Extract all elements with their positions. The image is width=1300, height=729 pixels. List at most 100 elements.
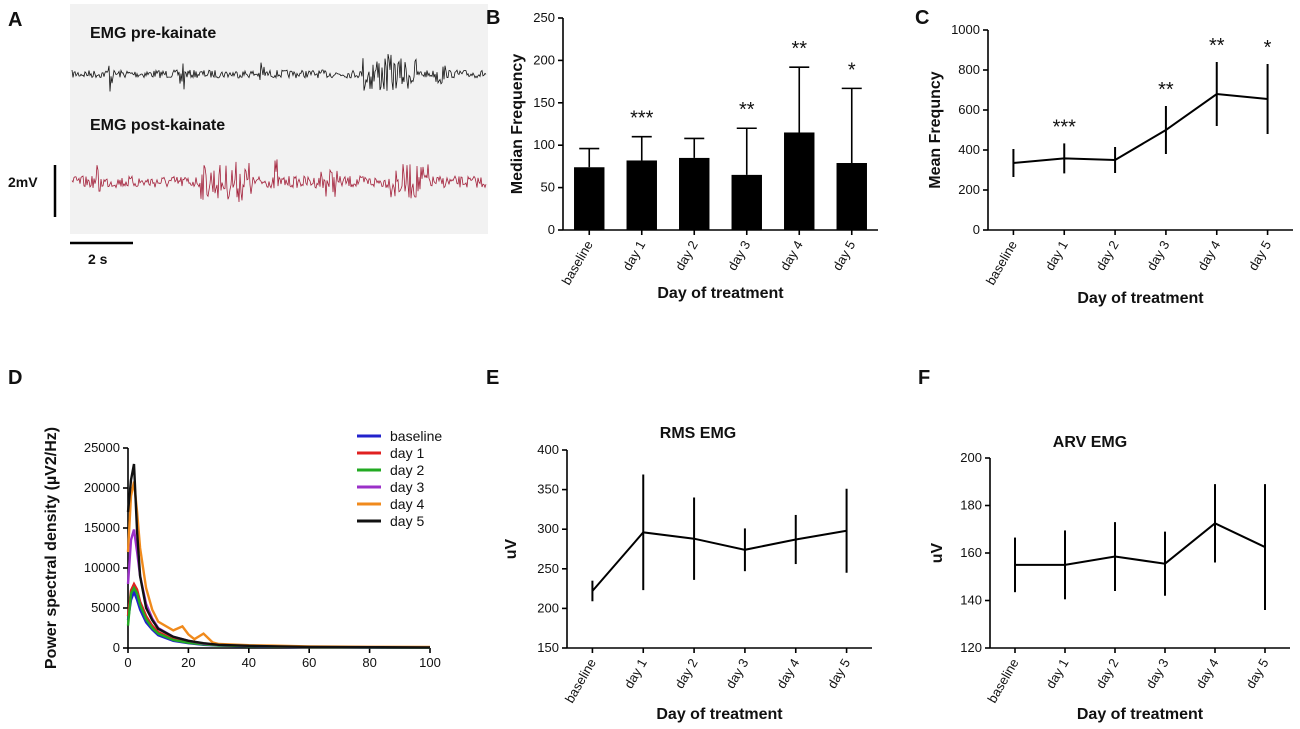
y-tick-label: 50 <box>541 180 555 195</box>
y-axis-label: uV <box>503 538 520 559</box>
series-line-day-4 <box>126 481 431 649</box>
legend-label: day 4 <box>390 496 424 512</box>
x-tick-label: day 2 <box>672 656 701 691</box>
panel-c: C 0 200 400 600 800 1000 baseline day 1 day 2 day… <box>915 7 1293 307</box>
x-tick-label: baseline <box>983 238 1020 287</box>
y-tick-label: 400 <box>537 442 559 457</box>
legend-label: day 1 <box>390 445 424 461</box>
emg-pre-label: EMG pre-kainate <box>90 25 216 42</box>
x-tick-label: day 4 <box>1193 656 1222 691</box>
y-tick-label: 10000 <box>84 560 120 575</box>
legend-label: day 2 <box>390 462 424 478</box>
y-axis-label: Median Frequency <box>509 54 526 195</box>
y-axis-label: Mean Frequncy <box>927 71 944 188</box>
y-tick-label: 120 <box>960 640 982 655</box>
y-axis-label: Power spectral density (µV2/Hz) <box>43 427 60 669</box>
x-tick-label: day 1 <box>1043 656 1072 691</box>
x-axis-label: Day of treatment <box>1077 290 1204 307</box>
y-tick-label: 5000 <box>91 600 120 615</box>
bar <box>574 167 605 230</box>
y-tick-label: 200 <box>537 600 559 615</box>
x-tick-label: baseline <box>559 238 596 287</box>
significance-marker: * <box>848 59 856 81</box>
x-tick-label: day 2 <box>1093 656 1122 691</box>
x-tick-label: day 1 <box>619 238 648 273</box>
x-tick-label: day 4 <box>773 656 802 691</box>
x-axis-label: Day of treatment <box>656 706 783 723</box>
series-line <box>1015 522 1266 566</box>
bar <box>679 157 710 230</box>
x-axis-label: Day of treatment <box>657 285 784 302</box>
x-tick-label: 100 <box>419 655 441 670</box>
x-tick-label: 0 <box>124 655 131 670</box>
y-tick-label: 160 <box>960 545 982 560</box>
x-tick-label: 80 <box>362 655 376 670</box>
x-tick-label: day 5 <box>829 238 858 273</box>
x-tick-label: 20 <box>181 655 195 670</box>
x-tick-label: baseline <box>562 656 599 705</box>
bar <box>626 160 657 230</box>
legend-label: baseline <box>390 428 442 444</box>
significance-marker: *** <box>630 108 654 130</box>
y-tick-label: 180 <box>960 498 982 513</box>
emg-trace-background <box>70 4 488 234</box>
panel-f: F 120 140 160 180 200 baseline day 1 day 2 day 3… <box>918 367 1290 723</box>
x-tick-label: day 2 <box>672 238 701 273</box>
legend-label: day 5 <box>390 513 424 529</box>
time-scale-label: 2 s <box>88 251 108 267</box>
panel-label-c: C <box>915 7 929 29</box>
voltage-scale-label: 2mV <box>8 174 38 190</box>
x-tick-label: day 1 <box>1042 238 1071 273</box>
series-line <box>591 529 847 592</box>
significance-marker: *** <box>1053 116 1077 138</box>
emg-post-trace <box>71 159 487 203</box>
panel-label-d: D <box>8 367 22 389</box>
median-frequency-chart: 0 50 100 150 200 250 baseline day 1 day 2 day 3 da… <box>509 10 878 302</box>
x-tick-label: 40 <box>242 655 256 670</box>
bar <box>731 174 762 230</box>
significance-marker: ** <box>739 99 755 121</box>
y-tick-label: 350 <box>537 482 559 497</box>
y-tick-label: 0 <box>548 222 555 237</box>
y-tick-label: 200 <box>533 52 555 67</box>
y-tick-label: 100 <box>533 137 555 152</box>
series-line-day-5 <box>126 463 431 649</box>
power-spectral-density-chart: 0 5000 10000 15000 20000 25000 0 20 40 60 80 100 Pow… <box>43 427 442 670</box>
y-tick-label: 1000 <box>951 22 980 37</box>
y-tick-label: 15000 <box>84 520 120 535</box>
y-tick-label: 200 <box>958 182 980 197</box>
panel-d: D 0 5000 10000 15000 20000 25000 0 20 40 60 80 100 P… <box>8 367 442 670</box>
y-tick-label: 20000 <box>84 480 120 495</box>
panel-label-f: F <box>918 367 930 389</box>
x-tick-label: day 4 <box>777 238 806 273</box>
x-tick-label: day 3 <box>1144 238 1173 273</box>
y-tick-label: 800 <box>958 62 980 77</box>
significance-marker: * <box>1264 37 1272 59</box>
y-tick-label: 150 <box>537 640 559 655</box>
panel-e: E 150 200 250 300 350 400 baseline day 1 day 2 da… <box>486 367 872 723</box>
panel-label-b: B <box>486 7 500 29</box>
chart-title: ARV EMG <box>1053 434 1127 451</box>
bar <box>836 163 867 230</box>
x-tick-label: day 5 <box>824 656 853 691</box>
panel-b: B 0 50 100 150 200 250 baseline day 1 day 2 day 3… <box>486 7 878 302</box>
arv-emg-chart: 120 140 160 180 200 baseline day 1 day 2 day 3 da… <box>929 434 1290 723</box>
x-tick-label: day 4 <box>1194 238 1223 273</box>
y-tick-label: 200 <box>960 450 982 465</box>
y-tick-label: 0 <box>973 222 980 237</box>
y-tick-label: 600 <box>958 102 980 117</box>
rms-emg-chart: 150 200 250 300 350 400 baseline day 1 day 2 day … <box>503 425 872 723</box>
significance-marker: ** <box>791 38 807 60</box>
x-tick-label: day 3 <box>724 238 753 273</box>
legend-label: day 3 <box>390 479 424 495</box>
x-tick-label: day 5 <box>1245 238 1274 273</box>
x-tick-label: day 1 <box>621 656 650 691</box>
emg-post-label: EMG post-kainate <box>90 117 225 134</box>
x-tick-label: day 3 <box>1143 656 1172 691</box>
mean-frequency-chart: 0 200 400 600 800 1000 baseline day 1 day 2 day 3… <box>927 22 1293 307</box>
panel-label-e: E <box>486 367 499 389</box>
y-tick-label: 0 <box>113 640 120 655</box>
significance-marker: ** <box>1158 79 1174 101</box>
y-tick-label: 250 <box>533 10 555 25</box>
